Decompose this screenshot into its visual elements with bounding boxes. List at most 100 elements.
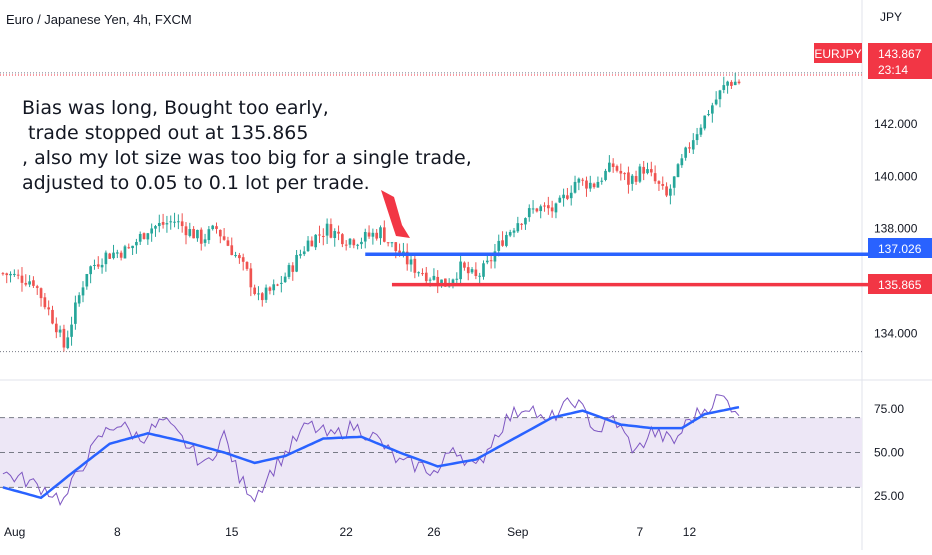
candle-body (569, 192, 573, 199)
level-badge-blue[interactable]: 137.026 (868, 238, 932, 258)
y-tick-label: 138.000 (874, 222, 918, 236)
candle-body (577, 178, 581, 183)
candle-body (676, 164, 680, 178)
candle-body (596, 181, 600, 188)
candle-body (341, 234, 344, 245)
candle-body (70, 324, 73, 337)
candle-body (451, 279, 455, 284)
candle-body (592, 183, 596, 188)
candle-body (489, 260, 493, 262)
rsi-band-fill (0, 417, 862, 488)
candle-body (74, 302, 77, 324)
candle-body (348, 238, 352, 245)
rsi-tick-label: 25.00 (874, 489, 904, 503)
candle-body (581, 179, 584, 181)
candle-body (302, 251, 306, 255)
candle-body (62, 328, 66, 348)
candle-body (371, 232, 375, 237)
candle-body (466, 267, 470, 274)
x-tick-label: 22 (340, 525, 354, 539)
candle-body (108, 253, 112, 259)
annotation-line: Bias was long, Bought too early, (22, 97, 329, 119)
candle-body (493, 251, 497, 262)
rsi-tick-label: 50.00 (874, 445, 904, 459)
y-tick-label: 140.000 (874, 169, 918, 183)
candle-body (5, 273, 9, 276)
candle-body (299, 254, 302, 256)
candle-body (585, 180, 588, 189)
candle-body (356, 244, 359, 246)
candle-body (123, 246, 127, 259)
candle-body (688, 147, 691, 149)
candle-body (66, 337, 70, 349)
candle-body (714, 99, 718, 105)
candle-body (245, 261, 249, 269)
candle-body (127, 247, 131, 249)
candle-body (554, 203, 558, 213)
candle-body (524, 218, 527, 225)
candle-body (24, 282, 28, 285)
candle-body (135, 241, 138, 246)
candle-body (558, 197, 562, 203)
candle-body (646, 169, 649, 174)
candle-body (295, 254, 298, 272)
candle-body (608, 162, 611, 172)
candle-body (264, 287, 268, 300)
candle-body (417, 272, 420, 274)
level-label-135865: 135.865 (878, 278, 922, 292)
candle-body (699, 127, 703, 135)
candle-body (35, 286, 39, 288)
candle-body (680, 158, 684, 166)
price-badge[interactable]: EURJPY 143.867 23:14 (814, 43, 932, 79)
candle-body (440, 279, 443, 287)
candle-body (28, 281, 31, 285)
candle-body (115, 252, 119, 254)
bar-countdown: 23:14 (878, 63, 908, 77)
candle-body (184, 226, 188, 236)
candle-body (444, 278, 447, 287)
candle-body (131, 245, 134, 249)
candle-body (314, 234, 318, 248)
candle-body (188, 229, 192, 236)
candle-body (379, 227, 382, 239)
candle-body (268, 287, 272, 291)
rsi-tick-label: 75.00 (874, 402, 904, 416)
candle-body (684, 147, 687, 158)
candle-body (459, 261, 462, 280)
candle-body (733, 81, 737, 86)
candle-body (627, 172, 630, 185)
candle-body (512, 230, 516, 233)
candle-body (367, 232, 371, 237)
candle-body (47, 307, 51, 310)
candle-body (77, 295, 81, 304)
candle-body (100, 264, 104, 268)
annotation-arrow (381, 190, 410, 238)
candle-body (337, 231, 340, 234)
annotation-line: trade stopped out at 135.865 (22, 122, 309, 144)
candle-body (306, 240, 310, 252)
candle-body (455, 278, 459, 280)
candle-body (482, 263, 485, 277)
candle-body (112, 252, 115, 259)
candle-body (310, 240, 314, 247)
candle-body (424, 272, 428, 282)
candle-body (501, 240, 504, 246)
candle-body (154, 226, 157, 229)
candle-body (241, 257, 245, 262)
y-tick-label: 134.000 (874, 327, 918, 341)
candle-body (638, 166, 642, 182)
candle-body (199, 229, 203, 244)
candle-body (543, 205, 546, 207)
candle-body (226, 240, 230, 246)
candle-body (257, 293, 260, 295)
candle-body (58, 329, 62, 333)
candle-body (520, 223, 523, 225)
candle-body (649, 169, 653, 173)
candle-body (505, 235, 508, 246)
candle-body (669, 188, 672, 196)
candle-body (344, 244, 348, 246)
level-badge-red[interactable]: 135.865 (868, 274, 932, 294)
chart-title: Euro / Japanese Yen, 4h, FXCM (6, 12, 192, 27)
